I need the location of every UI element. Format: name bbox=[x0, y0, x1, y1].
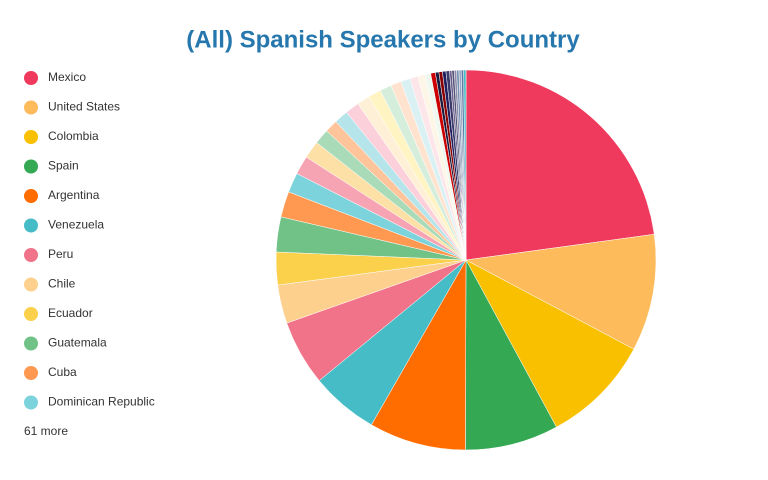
legend-swatch bbox=[24, 307, 38, 321]
legend-label[interactable]: Ecuador bbox=[48, 306, 93, 320]
legend-label[interactable]: United States bbox=[48, 100, 120, 114]
legend-label[interactable]: Guatemala bbox=[48, 336, 107, 350]
legend-label[interactable]: Peru bbox=[48, 247, 73, 261]
pie-slice[interactable] bbox=[371, 259, 467, 451]
chart-title: (All) Spanish Speakers by Country bbox=[186, 26, 580, 53]
legend-swatch bbox=[24, 189, 38, 203]
legend-more[interactable]: 61 more bbox=[24, 424, 68, 438]
legend-label[interactable]: Venezuela bbox=[48, 218, 104, 232]
legend-swatch bbox=[24, 366, 38, 380]
legend-label[interactable]: Spain bbox=[48, 159, 79, 173]
pie-slice[interactable] bbox=[465, 69, 655, 261]
legend-swatch bbox=[24, 218, 38, 233]
legend-swatch bbox=[24, 130, 38, 144]
pie-slice[interactable] bbox=[465, 259, 557, 451]
legend-swatch bbox=[24, 100, 38, 115]
legend-label[interactable]: Colombia bbox=[48, 129, 99, 143]
legend-label[interactable]: Cuba bbox=[48, 365, 77, 379]
legend-swatch bbox=[24, 71, 38, 85]
legend-swatch bbox=[24, 277, 38, 292]
legend-swatch bbox=[24, 248, 38, 262]
legend-label[interactable]: Chile bbox=[48, 277, 76, 291]
legend-label[interactable]: Mexico bbox=[48, 70, 86, 84]
pie-slice[interactable] bbox=[463, 69, 467, 261]
legend-label[interactable]: Argentina bbox=[48, 188, 100, 202]
legend-swatch bbox=[24, 336, 38, 351]
legend-swatch bbox=[24, 159, 38, 174]
pie-slice[interactable] bbox=[465, 259, 635, 428]
legend-swatch bbox=[24, 395, 38, 410]
pie-slice[interactable] bbox=[465, 234, 657, 350]
legend-label[interactable]: Dominican Republic bbox=[48, 395, 155, 409]
